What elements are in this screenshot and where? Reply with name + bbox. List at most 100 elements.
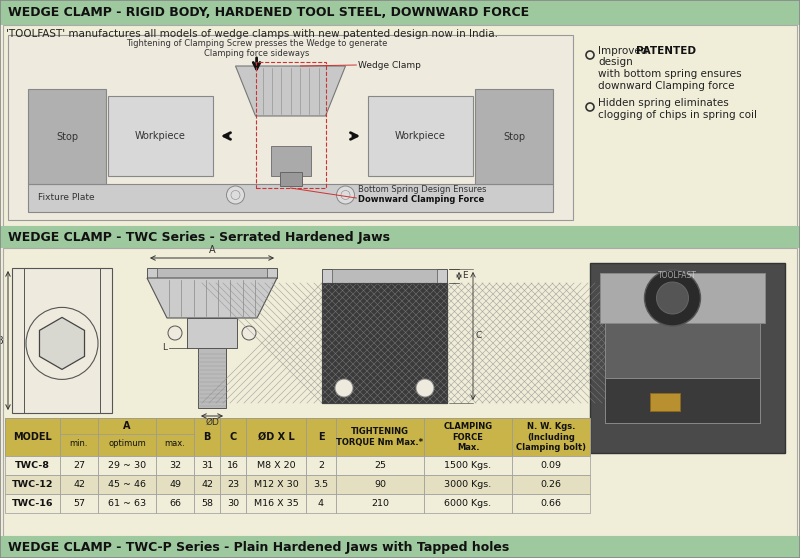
Bar (650, 393, 680, 411)
Bar (246, 418, 306, 456)
Text: max.: max. (165, 440, 186, 449)
Text: 0.66: 0.66 (541, 499, 562, 508)
Text: 6000 Kgs.: 6000 Kgs. (445, 499, 491, 508)
Circle shape (168, 326, 182, 340)
Bar (220, 494, 246, 513)
Circle shape (335, 379, 353, 397)
Bar (194, 494, 220, 513)
Bar (198, 348, 226, 408)
Bar (336, 418, 424, 456)
Bar (590, 263, 785, 453)
Bar (0, 226, 800, 248)
Bar (5, 418, 590, 456)
Text: 31: 31 (201, 461, 213, 470)
Text: optimum: optimum (108, 440, 146, 449)
Text: 49: 49 (169, 480, 181, 489)
Text: 25: 25 (374, 461, 386, 470)
Text: ØD X L: ØD X L (258, 432, 294, 442)
Bar (3, 25, 797, 226)
Bar (194, 456, 220, 475)
Bar (60, 475, 98, 494)
Bar (0, 0, 800, 25)
Text: Tightening of Clamping Screw presses the Wedge to generate
Clamping force sidewa: Tightening of Clamping Screw presses the… (126, 39, 387, 59)
Bar (424, 418, 512, 456)
Bar (194, 475, 220, 494)
Text: 42: 42 (73, 480, 85, 489)
Text: 30: 30 (227, 499, 239, 508)
Text: 32: 32 (169, 461, 181, 470)
Bar (246, 494, 306, 513)
Text: PATENTED: PATENTED (636, 46, 696, 56)
Text: min.: min. (70, 440, 88, 449)
Bar (306, 456, 336, 475)
Polygon shape (39, 318, 85, 369)
Polygon shape (147, 278, 277, 318)
Bar (187, 318, 237, 348)
Text: L: L (162, 344, 167, 353)
Text: E: E (462, 272, 468, 281)
Text: M12 X 30: M12 X 30 (254, 480, 298, 489)
Text: Stop: Stop (56, 132, 78, 142)
Bar (5, 456, 60, 475)
Bar (147, 268, 277, 278)
Circle shape (416, 379, 434, 397)
Text: B: B (0, 335, 4, 345)
Text: C: C (230, 432, 237, 442)
Circle shape (226, 186, 245, 204)
Bar (270, 146, 310, 176)
Text: TIGHTENING
TORQUE Nm Max.*: TIGHTENING TORQUE Nm Max.* (337, 427, 423, 447)
Bar (279, 172, 302, 186)
Bar (255, 62, 326, 188)
Text: C: C (476, 331, 482, 340)
Text: WEDGE CLAMP - TWC-P Series - Plain Hardened Jaws with Tapped holes: WEDGE CLAMP - TWC-P Series - Plain Harde… (8, 541, 510, 554)
Text: 16: 16 (227, 461, 239, 470)
Bar (322, 283, 447, 403)
Text: E: E (318, 432, 324, 442)
Bar (3, 248, 797, 536)
Bar (424, 475, 512, 494)
Text: downward Clamping force: downward Clamping force (598, 81, 734, 91)
Text: 45 ~ 46: 45 ~ 46 (108, 480, 146, 489)
Bar (306, 494, 336, 513)
Text: 58: 58 (201, 499, 213, 508)
Bar (475, 89, 553, 184)
Bar (512, 494, 590, 513)
Bar (12, 268, 112, 413)
Bar (246, 475, 306, 494)
Bar (28, 89, 106, 184)
Bar (157, 268, 267, 278)
Bar (156, 475, 194, 494)
Text: Improved: Improved (598, 46, 650, 56)
Text: WEDGE CLAMP - RIGID BODY, HARDENED TOOL STEEL, DOWNWARD FORCE: WEDGE CLAMP - RIGID BODY, HARDENED TOOL … (8, 6, 529, 19)
Text: A: A (209, 245, 215, 255)
Text: Downward Clamping Force: Downward Clamping Force (358, 195, 485, 204)
Bar (220, 418, 246, 456)
Bar (336, 475, 424, 494)
Text: TOOLFAST: TOOLFAST (658, 271, 697, 280)
Bar (5, 418, 60, 456)
Text: ØD: ØD (205, 418, 219, 427)
Bar (98, 456, 156, 475)
Bar (512, 418, 590, 456)
Bar (108, 96, 213, 176)
Text: with bottom spring ensures: with bottom spring ensures (598, 69, 742, 79)
Text: design: design (598, 57, 633, 67)
Text: 66: 66 (169, 499, 181, 508)
Bar (512, 475, 590, 494)
Bar (336, 494, 424, 513)
Text: 2: 2 (318, 461, 324, 470)
Text: Stop: Stop (503, 132, 525, 142)
Bar (605, 283, 760, 423)
Text: Workpiece: Workpiece (135, 131, 186, 141)
Bar (512, 456, 590, 475)
Text: 1500 Kgs.: 1500 Kgs. (445, 461, 491, 470)
Bar (322, 283, 447, 403)
Text: 4: 4 (318, 499, 324, 508)
Text: 42: 42 (201, 480, 213, 489)
Bar (0, 25, 800, 226)
Bar (368, 96, 473, 176)
Text: M8 X 20: M8 X 20 (257, 461, 295, 470)
Text: TWC-16: TWC-16 (12, 499, 54, 508)
Circle shape (337, 186, 354, 204)
Bar (60, 418, 98, 456)
